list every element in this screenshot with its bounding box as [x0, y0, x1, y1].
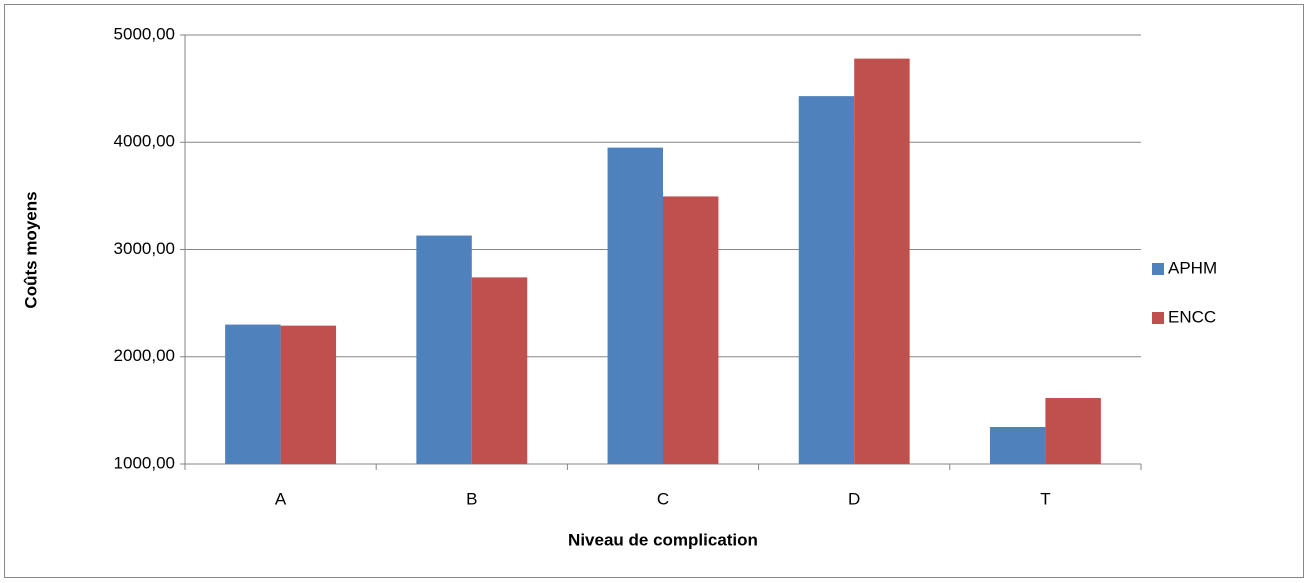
y-tick-label: 4000,00: [114, 132, 175, 151]
x-tick-label: C: [657, 489, 669, 508]
y-tick-label: 3000,00: [114, 239, 175, 258]
bar: [663, 196, 719, 464]
y-tick-label: 2000,00: [114, 346, 175, 365]
y-axis-title: Coûts moyens: [21, 191, 40, 308]
x-axis-title: Niveau de complication: [568, 530, 758, 549]
legend-swatch: [1152, 312, 1164, 324]
legend-label: APHM: [1168, 258, 1217, 277]
bar: [280, 325, 337, 464]
bar: [798, 96, 855, 464]
x-tick-label: B: [466, 489, 477, 508]
bar: [471, 277, 528, 464]
x-tick-label: T: [1040, 489, 1050, 508]
x-tick-label: D: [848, 489, 860, 508]
bar: [225, 324, 281, 464]
bar: [989, 426, 1046, 464]
legend-swatch: [1152, 263, 1164, 275]
y-tick-label: 5000,00: [114, 24, 175, 43]
legend-label: ENCC: [1168, 307, 1216, 326]
bar: [607, 147, 663, 465]
x-tick-label: A: [275, 489, 287, 508]
y-tick-label: 1000,00: [114, 453, 175, 472]
bar: [1045, 398, 1101, 464]
bar: [416, 235, 472, 464]
bar: [854, 58, 910, 464]
